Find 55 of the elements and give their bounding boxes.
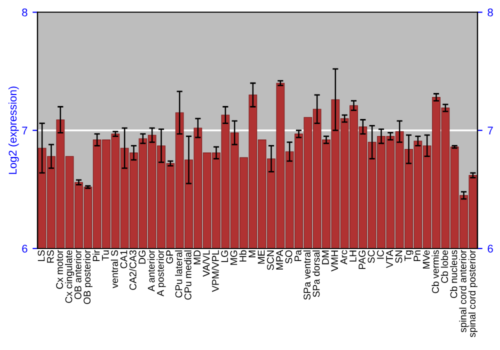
x-tick-label: Tg bbox=[404, 250, 414, 262]
x-tick-label: VA/VL bbox=[202, 250, 210, 277]
x-tick-label: Cb vermis bbox=[432, 250, 439, 294]
x-tick-label: MVe bbox=[422, 250, 430, 269]
y-tick-label: 6 bbox=[22, 244, 28, 253]
x-tick-label: Hb bbox=[239, 250, 246, 262]
x-tick-label: SN bbox=[395, 250, 402, 263]
x-tick-label: DM bbox=[322, 250, 329, 264]
x-tick-label: SPa dorsal bbox=[312, 250, 320, 297]
y2-tick-label: 7 bbox=[488, 126, 493, 134]
x-tick-label: LH bbox=[350, 250, 356, 262]
x-tick-label: RS bbox=[46, 250, 54, 263]
x-tick-label: spinal cord posterior bbox=[468, 250, 478, 338]
x-tick-label: Pa bbox=[294, 250, 302, 261]
x-tick-label: PAG bbox=[358, 250, 366, 269]
x-tick-label: Cb lobe bbox=[440, 250, 448, 283]
x-tick-label: VPM/VPL bbox=[212, 250, 219, 292]
x-tick-label: SO bbox=[285, 250, 292, 264]
y-tick-label: 7 bbox=[22, 126, 28, 134]
y-axis-title: Log2 (expression) bbox=[8, 86, 19, 174]
x-tick-label: SPa ventral bbox=[303, 250, 311, 300]
x-tick-label: VMH bbox=[331, 250, 338, 272]
x-tick-label: Cb nucleus bbox=[450, 250, 458, 298]
x-tick-label: MG bbox=[230, 250, 238, 265]
x-tick-label: M bbox=[248, 250, 256, 258]
x-tick-label: Arc bbox=[340, 250, 348, 264]
x-tick-label: LS bbox=[38, 250, 45, 261]
x-tick-label: Cx cingulate bbox=[65, 250, 74, 303]
x-tick-label: OB anterior bbox=[74, 250, 82, 300]
x-tick-label: Pn bbox=[414, 250, 420, 261]
x-tick-label: ME bbox=[258, 250, 265, 264]
x-tick-label: A posterior bbox=[156, 250, 166, 296]
x-tick-label: VTA bbox=[386, 250, 393, 268]
x-tick-label: MD bbox=[194, 250, 200, 264]
x-tick-label: CPu medial bbox=[184, 250, 192, 300]
x-tick-label: MPA bbox=[276, 250, 283, 270]
x-tick-label: ventral S bbox=[110, 250, 118, 288]
x-tick-label: IC bbox=[376, 250, 384, 259]
x-tick-label: Pir bbox=[92, 250, 100, 261]
x-tick-label: SCN bbox=[266, 250, 274, 270]
x-tick-label: GP bbox=[166, 250, 174, 264]
x-tick-label: CPu lateral bbox=[175, 250, 182, 298]
x-tick-label: DG bbox=[138, 250, 146, 264]
x-tick-label: SC bbox=[368, 250, 375, 263]
y2-tick-label: 8 bbox=[488, 8, 493, 16]
x-tick-label: CA2/CA3 bbox=[129, 250, 136, 290]
x-tick-label: LG bbox=[221, 250, 228, 262]
x-tick-label: OB posterior bbox=[83, 250, 92, 304]
y-tick-label: 8 bbox=[22, 8, 28, 16]
x-tick-label: A anterior bbox=[148, 250, 155, 292]
x-tick-label: Tu bbox=[102, 250, 109, 261]
y2-tick-label: 6 bbox=[488, 244, 493, 253]
x-tick-label: Cx motor bbox=[56, 250, 64, 289]
x-tick-label: spinal cord anterior bbox=[459, 250, 468, 332]
x-tick-label: CA1 bbox=[120, 250, 128, 268]
